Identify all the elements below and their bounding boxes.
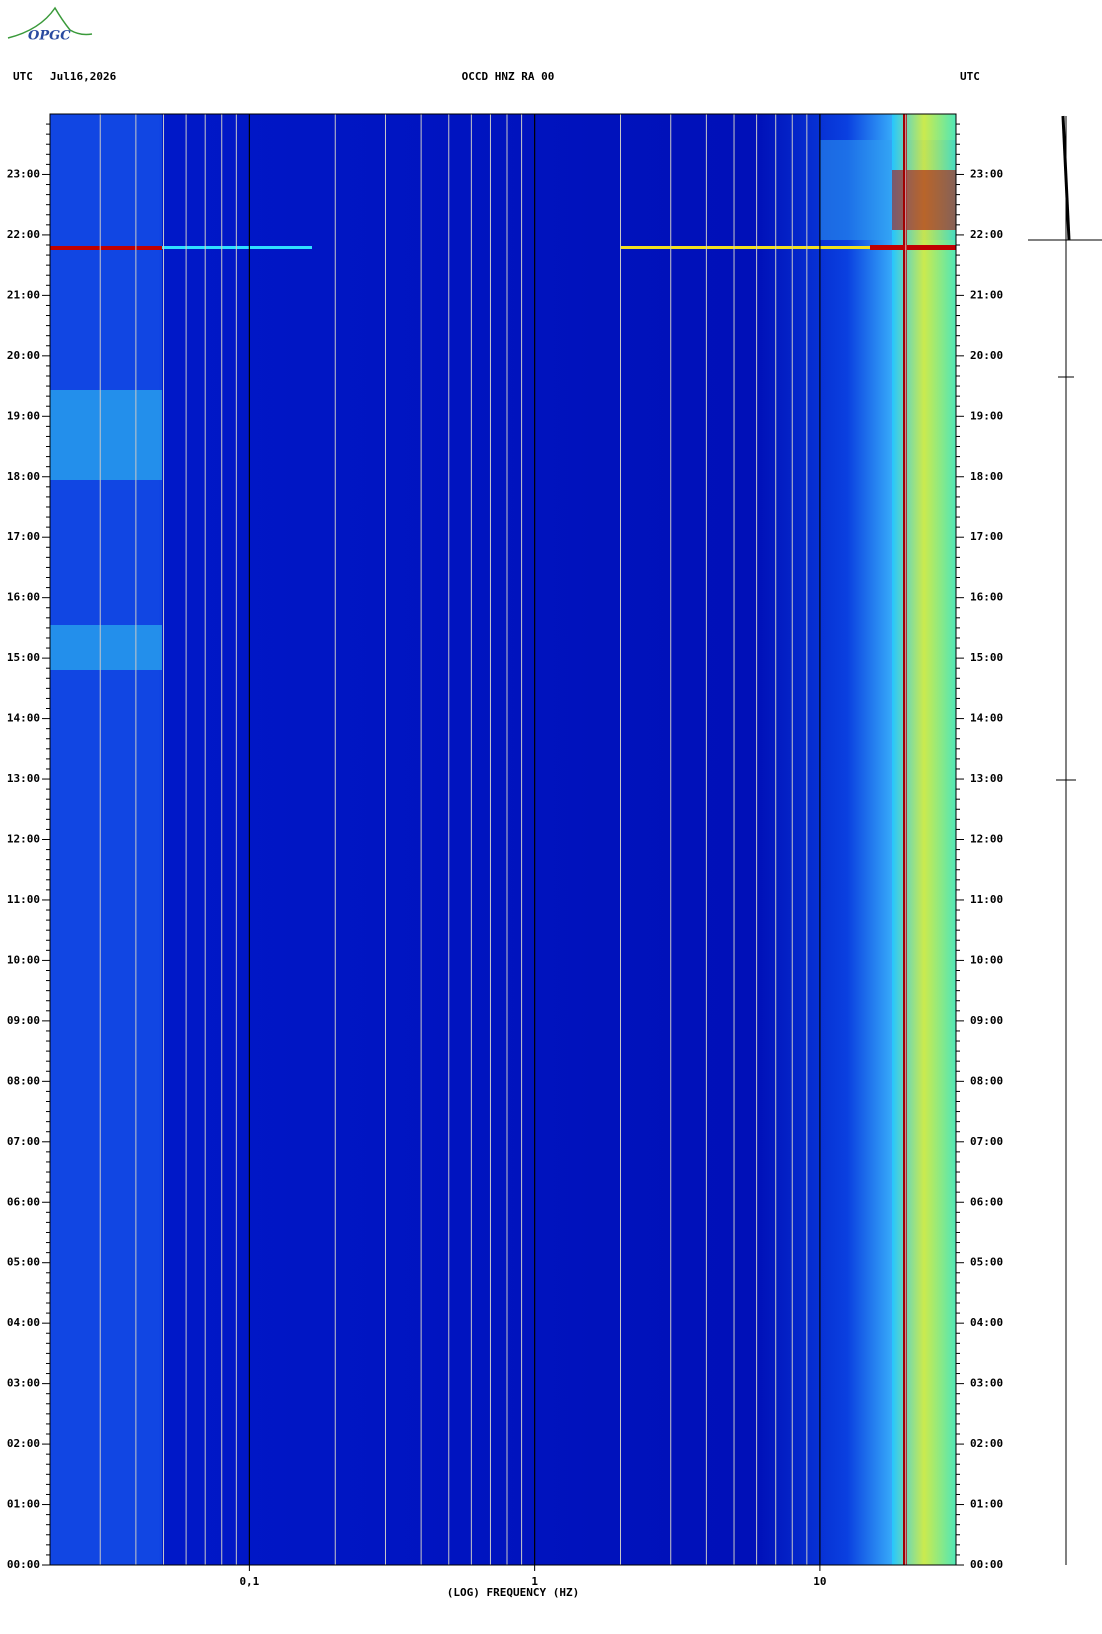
y-tick-label: 11:00	[7, 893, 40, 906]
y-tick-label: 15:00	[7, 651, 40, 664]
y-tick-label: 00:00	[970, 1558, 1003, 1571]
y-tick-label: 13:00	[7, 772, 40, 785]
y-tick-label: 02:00	[7, 1437, 40, 1450]
y-tick-label: 23:00	[7, 167, 40, 180]
y-tick-label: 18:00	[7, 470, 40, 483]
y-tick-label: 21:00	[970, 288, 1003, 301]
trace	[1028, 115, 1102, 1565]
x-axis-label: (LOG) FREQUENCY (HZ)	[447, 1586, 579, 1599]
y-tick-label: 09:00	[970, 1014, 1003, 1027]
y-tick-label: 05:00	[7, 1256, 40, 1269]
y-tick-label: 01:00	[7, 1498, 40, 1511]
date: Jul16,2026	[50, 70, 117, 83]
y-tick-label: 20:00	[970, 349, 1003, 362]
y-tick-label: 18:00	[970, 470, 1003, 483]
y-tick-label: 17:00	[970, 530, 1003, 543]
y-tick-label: 09:00	[7, 1014, 40, 1027]
y-tick-label: 10:00	[970, 953, 1003, 966]
logo: OPGC	[7, 6, 93, 44]
y-tick-label: 08:00	[970, 1074, 1003, 1087]
y-tick-label: 23:00	[970, 167, 1003, 180]
chart-title: OCCD HNZ RA 00	[462, 70, 555, 83]
y-tick-label: 17:00	[7, 530, 40, 543]
y-tick-label: 20:00	[7, 349, 40, 362]
y-tick-label: 22:00	[7, 228, 40, 241]
y-tick-label: 21:00	[7, 288, 40, 301]
plot-frame	[49, 113, 957, 1566]
y-tick-label: 10:00	[7, 953, 40, 966]
y-tick-label: 14:00	[970, 712, 1003, 725]
left-label: UTC	[13, 70, 33, 83]
y-tick-label: 15:00	[970, 651, 1003, 664]
y-tick-label: 03:00	[970, 1377, 1003, 1390]
y-tick-label: 12:00	[7, 833, 40, 846]
logo-text: OPGC	[28, 29, 71, 44]
y-tick-label: 06:00	[7, 1195, 40, 1208]
y-tick-label: 03:00	[7, 1377, 40, 1390]
y-tick-label: 16:00	[7, 591, 40, 604]
y-tick-label: 16:00	[970, 591, 1003, 604]
y-tick-label: 14:00	[7, 712, 40, 725]
y-tick-label: 06:00	[970, 1195, 1003, 1208]
y-tick-label: 11:00	[970, 893, 1003, 906]
y-tick-label: 08:00	[7, 1074, 40, 1087]
x-tick-label: 1	[531, 1575, 538, 1588]
y-tick-label: 05:00	[970, 1256, 1003, 1269]
y-tick-label: 22:00	[970, 228, 1003, 241]
x-tick-label: 0,1	[239, 1575, 259, 1588]
spectrogram	[50, 114, 956, 1565]
y-tick-label: 19:00	[7, 409, 40, 422]
y-tick-label: 01:00	[970, 1498, 1003, 1511]
y-tick-label: 19:00	[970, 409, 1003, 422]
y-tick-label: 02:00	[970, 1437, 1003, 1450]
y-tick-label: 04:00	[7, 1316, 40, 1329]
y-tick-label: 04:00	[970, 1316, 1003, 1329]
y-tick-label: 13:00	[970, 772, 1003, 785]
y-tick-label: 00:00	[7, 1558, 40, 1571]
y-tick-label: 12:00	[970, 833, 1003, 846]
y-tick-label: 07:00	[970, 1135, 1003, 1148]
right-label: UTC	[960, 70, 980, 83]
y-tick-label: 07:00	[7, 1135, 40, 1148]
x-tick-label: 10	[813, 1575, 826, 1588]
